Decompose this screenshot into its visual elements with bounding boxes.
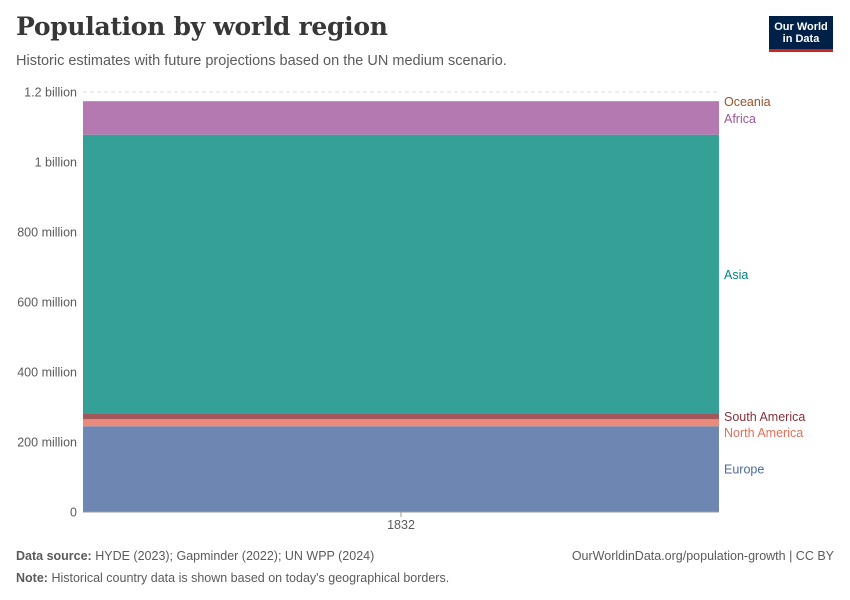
- y-tick-label: 200 million: [17, 436, 77, 450]
- series-label-europe: Europe: [724, 463, 764, 477]
- y-tick-label: 800 million: [17, 226, 77, 240]
- area-asia: [83, 134, 719, 414]
- y-tick-label: 400 million: [17, 366, 77, 380]
- series-label-oceania: Oceania: [724, 95, 771, 109]
- area-africa: [83, 101, 719, 135]
- y-tick-label: 600 million: [17, 296, 77, 310]
- data-source: Data source: HYDE (2023); Gapminder (202…: [16, 549, 374, 563]
- y-tick-label: 1.2 billion: [24, 86, 77, 100]
- chart-subtitle: Historic estimates with future projectio…: [16, 53, 507, 69]
- series-label-north-america: North America: [724, 426, 803, 440]
- logo-line-2: in Data: [782, 33, 820, 45]
- chart-note: Note: Historical country data is shown b…: [16, 571, 449, 585]
- note-text: Historical country data is shown based o…: [51, 571, 450, 585]
- chart-title: Population by world region: [16, 12, 388, 41]
- area-north-america: [83, 419, 719, 427]
- owid-logo[interactable]: Our World in Data: [769, 16, 833, 52]
- x-tick-label: 1832: [387, 518, 415, 532]
- area-oceania: [83, 101, 719, 102]
- series-label-africa: Africa: [724, 112, 756, 126]
- note-label: Note:: [16, 571, 48, 585]
- credit-link[interactable]: OurWorldinData.org/population-growth | C…: [571, 549, 834, 563]
- data-source-text[interactable]: HYDE (2023); Gapminder (2022); UN WPP (2…: [95, 549, 375, 563]
- series-label-asia: Asia: [724, 268, 748, 282]
- chart-area: 0 200 million 400 million 600 million 800 mi…: [17, 86, 805, 533]
- y-tick-label: 0: [70, 506, 77, 520]
- logo-line-1: Our World: [774, 21, 828, 33]
- y-tick-label: 1 billion: [35, 156, 77, 170]
- series-label-south-america: South America: [724, 410, 805, 424]
- area-europe: [83, 426, 719, 512]
- area-south-america: [83, 414, 719, 420]
- data-source-label: Data source:: [16, 549, 92, 563]
